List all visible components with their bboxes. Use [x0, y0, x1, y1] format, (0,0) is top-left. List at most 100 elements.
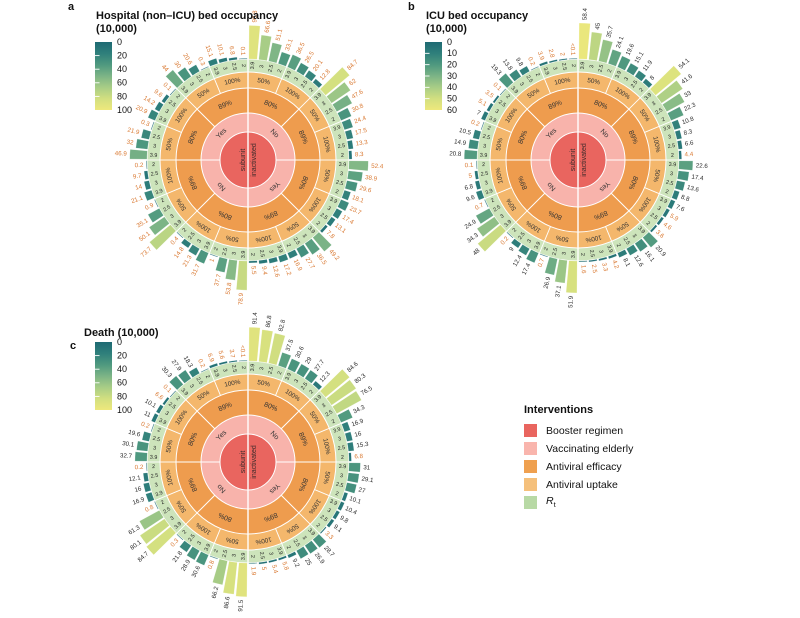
legend-swatch	[524, 496, 537, 509]
svg-text:inactivated: inactivated	[251, 445, 258, 479]
svg-text:3.9: 3.9	[241, 251, 247, 259]
svg-text:6.8: 6.8	[464, 183, 475, 192]
svg-text:3.9: 3.9	[284, 70, 293, 79]
svg-text:2.5: 2.5	[337, 445, 345, 452]
svg-text:76.5: 76.5	[360, 385, 374, 397]
svg-text:80%: 80%	[263, 401, 279, 413]
svg-text:2.5: 2.5	[195, 376, 204, 386]
svg-text:2: 2	[249, 253, 255, 256]
svg-text:66.6: 66.6	[264, 20, 273, 33]
svg-text:100%: 100%	[585, 233, 603, 243]
svg-text:3: 3	[326, 206, 332, 213]
svg-text:14.9: 14.9	[454, 138, 467, 147]
svg-text:89%: 89%	[297, 432, 309, 448]
svg-text:2.5: 2.5	[497, 99, 507, 108]
svg-text:2: 2	[240, 366, 246, 369]
svg-text:2: 2	[152, 464, 155, 470]
svg-text:78.9: 78.9	[238, 292, 246, 305]
svg-text:89%: 89%	[218, 99, 234, 111]
svg-text:60: 60	[117, 78, 127, 88]
svg-text:13.3: 13.3	[355, 139, 368, 148]
panel-title: ICU bed occupancy (10,000)	[426, 10, 528, 35]
svg-text:3.9: 3.9	[241, 553, 247, 561]
svg-text:12.4: 12.4	[512, 254, 524, 268]
legend-swatch	[524, 478, 537, 491]
svg-text:2.5: 2.5	[335, 482, 344, 490]
svg-text:18.3: 18.3	[182, 355, 194, 369]
svg-text:3.9: 3.9	[150, 153, 158, 159]
svg-text:100%: 100%	[321, 438, 331, 456]
svg-text:3: 3	[154, 180, 158, 187]
svg-text:15.1: 15.1	[633, 50, 645, 64]
svg-text:3.9: 3.9	[179, 387, 188, 397]
svg-text:50.1: 50.1	[138, 230, 152, 243]
svg-text:2.5: 2.5	[525, 74, 534, 84]
svg-text:86.6: 86.6	[223, 596, 232, 609]
svg-text:37.5: 37.5	[285, 338, 296, 352]
svg-text:13.1: 13.1	[333, 222, 347, 235]
svg-text:60: 60	[447, 105, 457, 115]
svg-text:8.3: 8.3	[683, 128, 694, 137]
svg-text:100: 100	[117, 405, 132, 415]
svg-text:2: 2	[486, 125, 491, 132]
svg-text:2: 2	[204, 374, 211, 379]
svg-text:4.2: 4.2	[610, 259, 620, 270]
svg-text:48: 48	[472, 247, 482, 257]
svg-text:3: 3	[494, 108, 500, 115]
svg-text:10.1: 10.1	[215, 43, 225, 57]
svg-text:80: 80	[117, 391, 127, 401]
svg-text:89%: 89%	[593, 209, 609, 221]
svg-text:51.1: 51.1	[275, 28, 285, 42]
svg-text:7.6: 7.6	[675, 203, 686, 213]
svg-text:3: 3	[651, 101, 657, 108]
svg-text:2: 2	[156, 427, 161, 434]
svg-text:34.3: 34.3	[466, 232, 480, 245]
svg-text:3: 3	[153, 143, 157, 149]
legend-label: Antiviral uptake	[546, 478, 618, 491]
svg-text:2.5: 2.5	[560, 62, 567, 70]
svg-text:38.9: 38.9	[365, 174, 378, 183]
svg-text:21.3: 21.3	[181, 254, 193, 268]
svg-text:50: 50	[447, 94, 457, 104]
panel-letter: a	[68, 1, 75, 13]
legend-label: Rt	[546, 495, 556, 510]
svg-text:16.9: 16.9	[132, 496, 146, 507]
svg-text:2.5: 2.5	[195, 74, 204, 84]
svg-text:2: 2	[490, 197, 495, 204]
svg-text:3: 3	[231, 554, 237, 558]
svg-text:0.4: 0.4	[169, 235, 180, 246]
svg-text:0.2: 0.2	[470, 119, 481, 129]
svg-text:0: 0	[117, 37, 122, 47]
svg-text:3: 3	[624, 76, 631, 82]
svg-text:2.5: 2.5	[649, 212, 659, 221]
svg-text:80.3: 80.3	[353, 372, 367, 385]
svg-text:17.4: 17.4	[691, 174, 704, 183]
svg-text:46.9: 46.9	[115, 150, 128, 158]
svg-text:3: 3	[484, 180, 488, 187]
svg-text:No: No	[269, 430, 280, 441]
svg-text:2.5: 2.5	[667, 143, 675, 150]
svg-text:54.1: 54.1	[678, 57, 692, 71]
svg-text:3.9: 3.9	[158, 418, 167, 427]
svg-text:50%: 50%	[257, 77, 271, 86]
svg-text:subunit: subunit	[240, 149, 247, 172]
svg-text:5.9: 5.9	[668, 212, 679, 223]
svg-text:7: 7	[475, 109, 482, 117]
svg-text:50%: 50%	[555, 234, 569, 243]
svg-text:3.9: 3.9	[275, 547, 283, 556]
svg-text:inactivated: inactivated	[581, 143, 588, 177]
svg-text:2: 2	[152, 162, 155, 168]
svg-text:2.5: 2.5	[167, 99, 177, 108]
svg-text:2: 2	[175, 396, 181, 402]
svg-text:53.8: 53.8	[225, 282, 234, 295]
svg-text:2.5: 2.5	[552, 247, 560, 256]
svg-text:22.6: 22.6	[696, 162, 709, 170]
svg-text:30: 30	[172, 60, 182, 70]
svg-text:2: 2	[482, 162, 485, 168]
legend-swatch	[524, 424, 537, 437]
svg-text:2.5: 2.5	[167, 401, 177, 410]
svg-text:3: 3	[164, 108, 170, 115]
svg-text:3.9: 3.9	[659, 196, 668, 205]
svg-text:3: 3	[164, 410, 170, 417]
svg-text:100%: 100%	[651, 136, 661, 154]
